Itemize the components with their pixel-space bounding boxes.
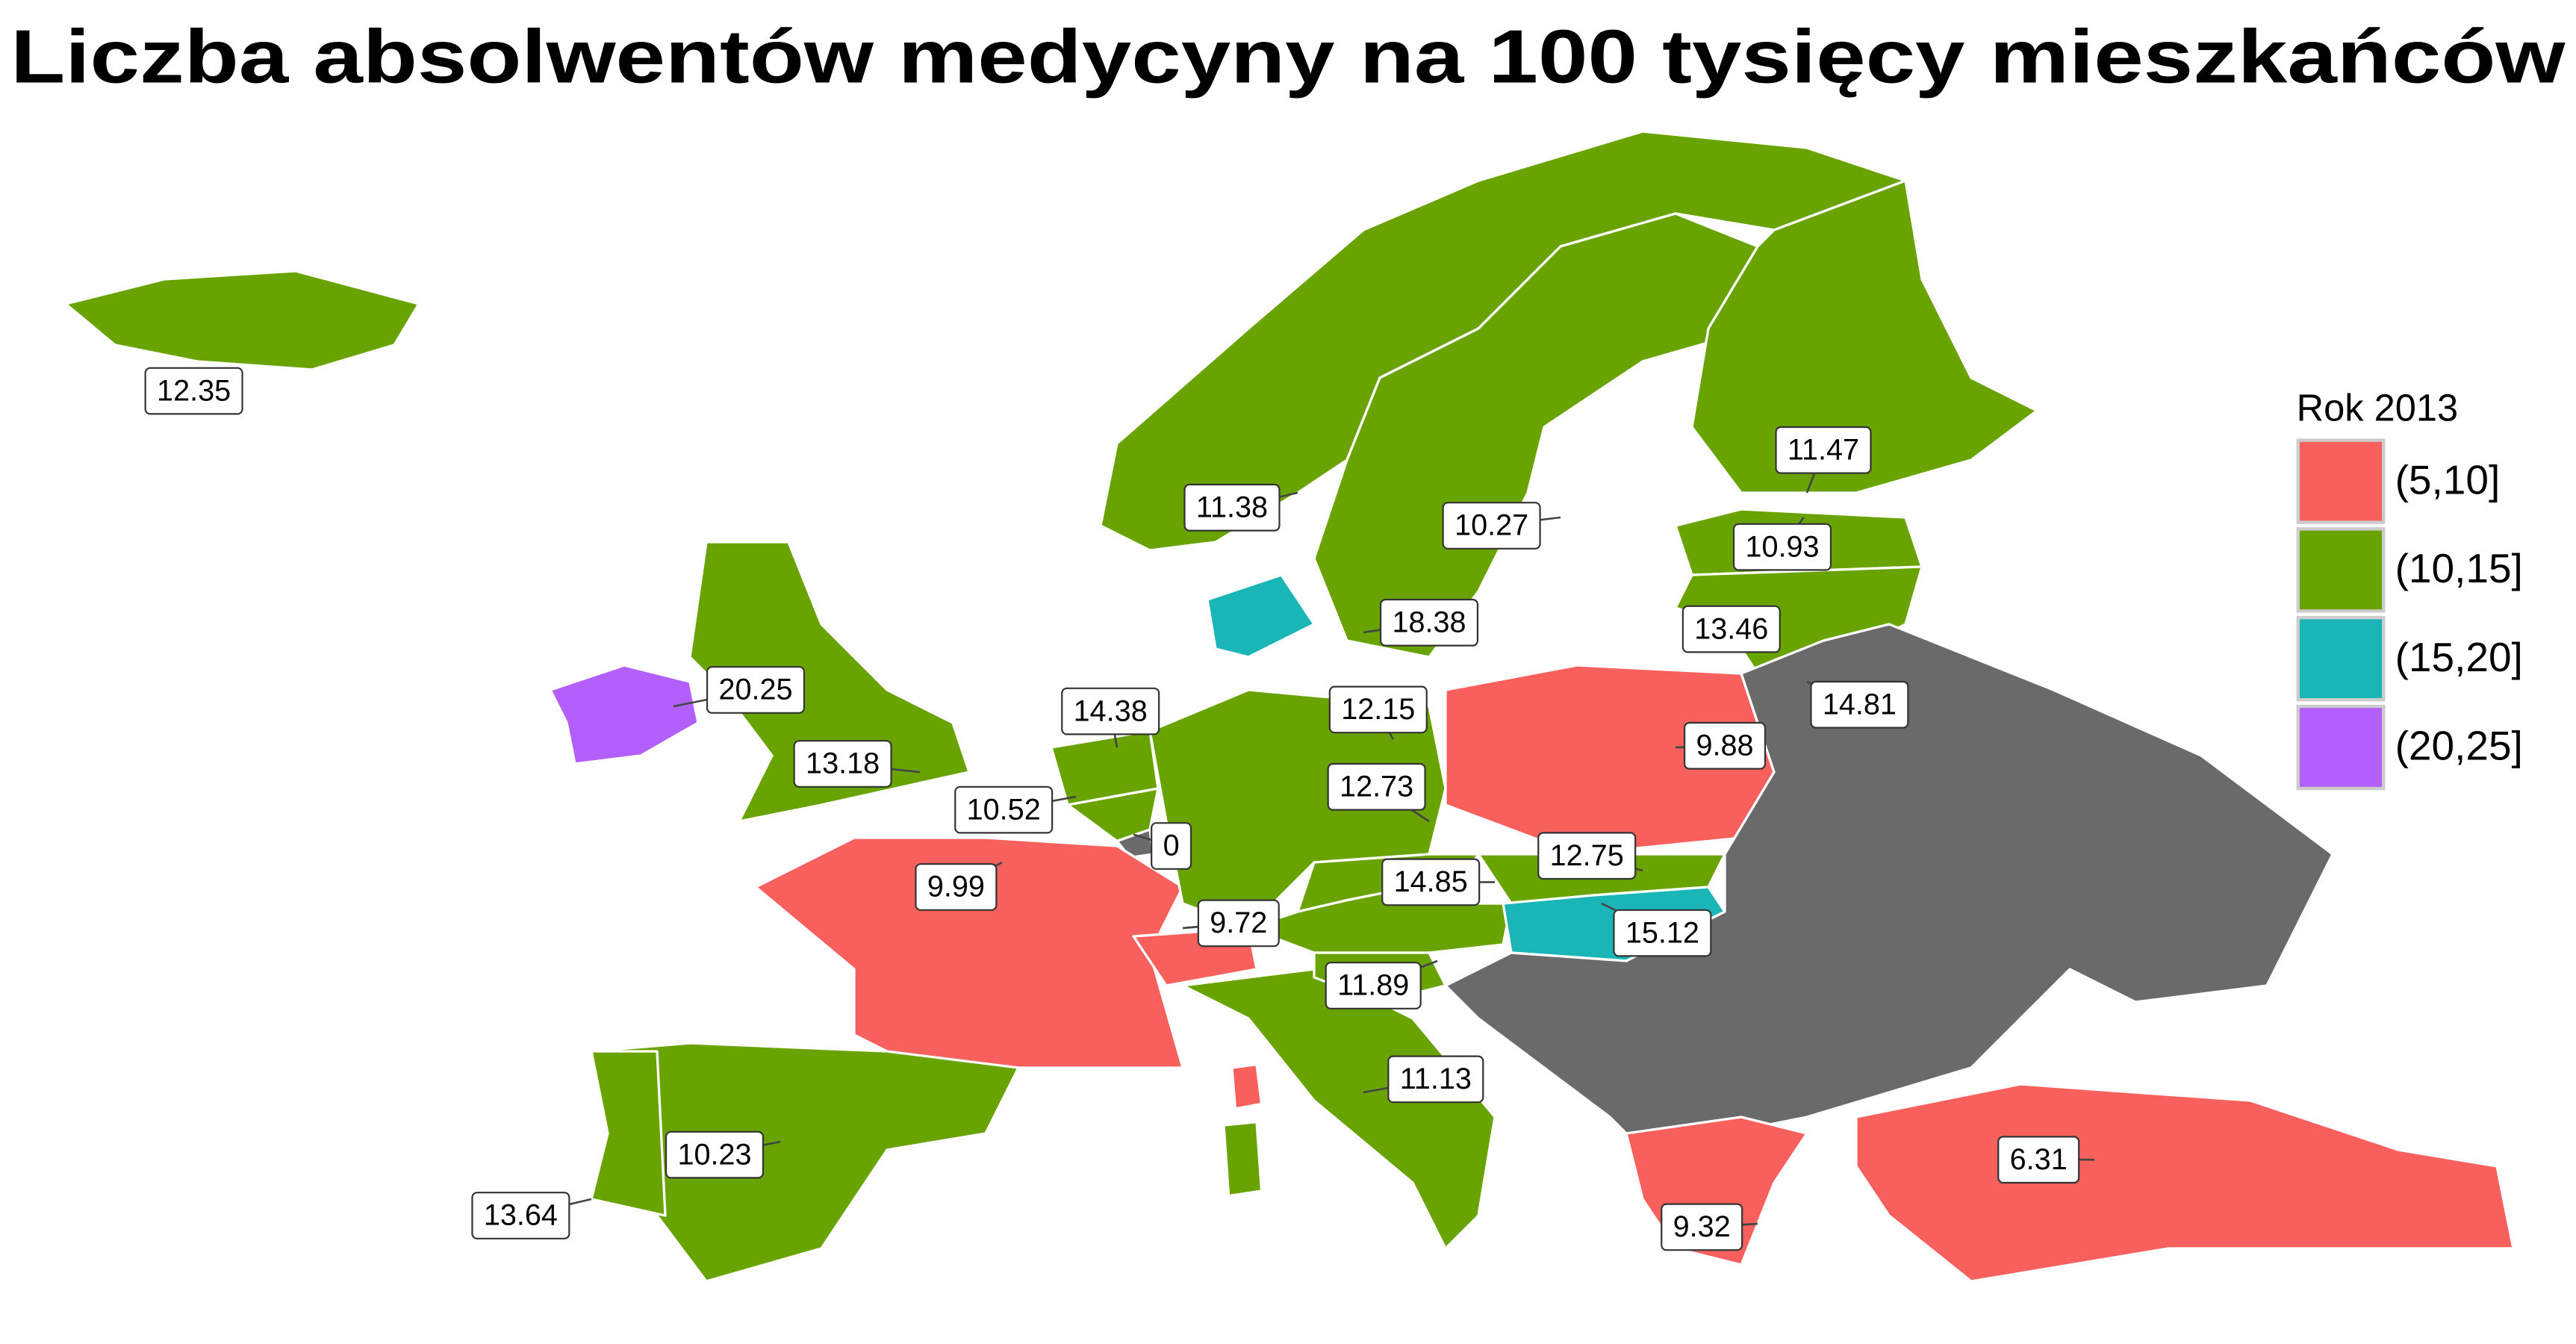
label-box: [471, 1192, 570, 1239]
country: [1222, 1120, 1263, 1198]
label-box: [1325, 962, 1422, 1009]
label-box: [1683, 721, 1767, 770]
value-label: 9.99: [927, 871, 985, 903]
label-box: [1997, 1136, 2080, 1184]
value-label: 10.23: [677, 1138, 751, 1171]
label-box: [1327, 762, 1426, 811]
country: [64, 270, 420, 371]
legend-swatch: [2296, 616, 2386, 702]
country: [549, 664, 700, 765]
value-labels: 12.35 11.38 10.27 11.47 10.93 18.38 13.46 20.25…: [144, 367, 2095, 1251]
label-box: [1681, 605, 1781, 653]
country: [1206, 573, 1316, 659]
label-box: [1328, 685, 1428, 734]
value-label: 6.31: [2010, 1143, 2068, 1176]
value-label: 14.81: [1823, 688, 1897, 721]
legend-title: Rok 2013: [2297, 386, 2459, 429]
value-label: 9.32: [1673, 1210, 1731, 1243]
value-label: 13.64: [484, 1199, 558, 1232]
label-box: [793, 740, 892, 788]
label-box: [1442, 502, 1541, 550]
value-label: 12.73: [1340, 770, 1413, 803]
legend-label: (20,25]: [2395, 723, 2523, 769]
value-label: 15.12: [1625, 916, 1699, 949]
label-box: [1661, 1203, 1743, 1251]
value-label: 9.88: [1696, 729, 1753, 762]
value-label: 10.27: [1455, 509, 1528, 542]
country: [754, 836, 1184, 1069]
label-box: [1183, 483, 1281, 532]
legend-swatch: [2296, 527, 2386, 613]
country: [1099, 130, 1907, 552]
label-box: [1775, 426, 1872, 474]
label-box: [1732, 523, 1832, 571]
value-label: 12.35: [157, 374, 231, 407]
country: [1231, 1063, 1263, 1110]
legend: Rok 2013 (5,10] (10,15] (15,20] (20,25]: [2296, 386, 2523, 791]
label-box: [665, 1130, 765, 1179]
label-box: [1061, 687, 1160, 735]
value-label: 14.85: [1394, 865, 1468, 898]
value-label: 12.75: [1550, 839, 1624, 872]
legend-swatch: [2296, 704, 2386, 791]
label-box: [144, 367, 243, 415]
label-box: [1537, 832, 1637, 880]
label-box: [1613, 909, 1712, 957]
legend-label: (15,20]: [2395, 634, 2523, 680]
value-label: 0: [1163, 830, 1180, 862]
value-label: 12.15: [1341, 693, 1415, 726]
value-label: 13.46: [1694, 612, 1768, 645]
label-box: [954, 785, 1054, 834]
value-label: 13.18: [806, 747, 880, 780]
legend-label: (10,15]: [2395, 545, 2523, 591]
value-label: 18.38: [1392, 606, 1466, 638]
value-label: 10.93: [1745, 530, 1819, 563]
country: [1855, 1083, 2515, 1283]
legend-label: (5,10]: [2395, 456, 2501, 503]
value-label: 11.13: [1400, 1063, 1472, 1095]
chart-title: Liczba absolwentów medycyny na 100 tysię…: [10, 14, 2565, 99]
legend-swatch: [2296, 438, 2386, 524]
value-label: 9.72: [1210, 906, 1267, 939]
label-box: [706, 666, 806, 714]
label-box: [1151, 822, 1192, 870]
country: [1313, 212, 1759, 659]
label-box: [1197, 899, 1280, 948]
label-box: [915, 863, 998, 911]
country: [590, 1050, 667, 1217]
regions: [64, 130, 2515, 1283]
label-box: [1379, 598, 1479, 647]
value-label: 11.89: [1337, 969, 1409, 1002]
value-label: 14.38: [1074, 694, 1148, 727]
value-label: 11.38: [1196, 491, 1268, 523]
value-label: 10.52: [967, 793, 1041, 826]
value-label: 11.47: [1788, 433, 1859, 466]
country: [1690, 179, 2038, 494]
label-box: [1810, 680, 1909, 729]
map-body: Liczba absolwentów medycyny na 100 tysię…: [10, 14, 2566, 1283]
country: [1181, 968, 1496, 1250]
label-box: [1387, 1055, 1484, 1104]
value-label: 20.25: [718, 673, 792, 706]
label-box: [1381, 858, 1481, 906]
